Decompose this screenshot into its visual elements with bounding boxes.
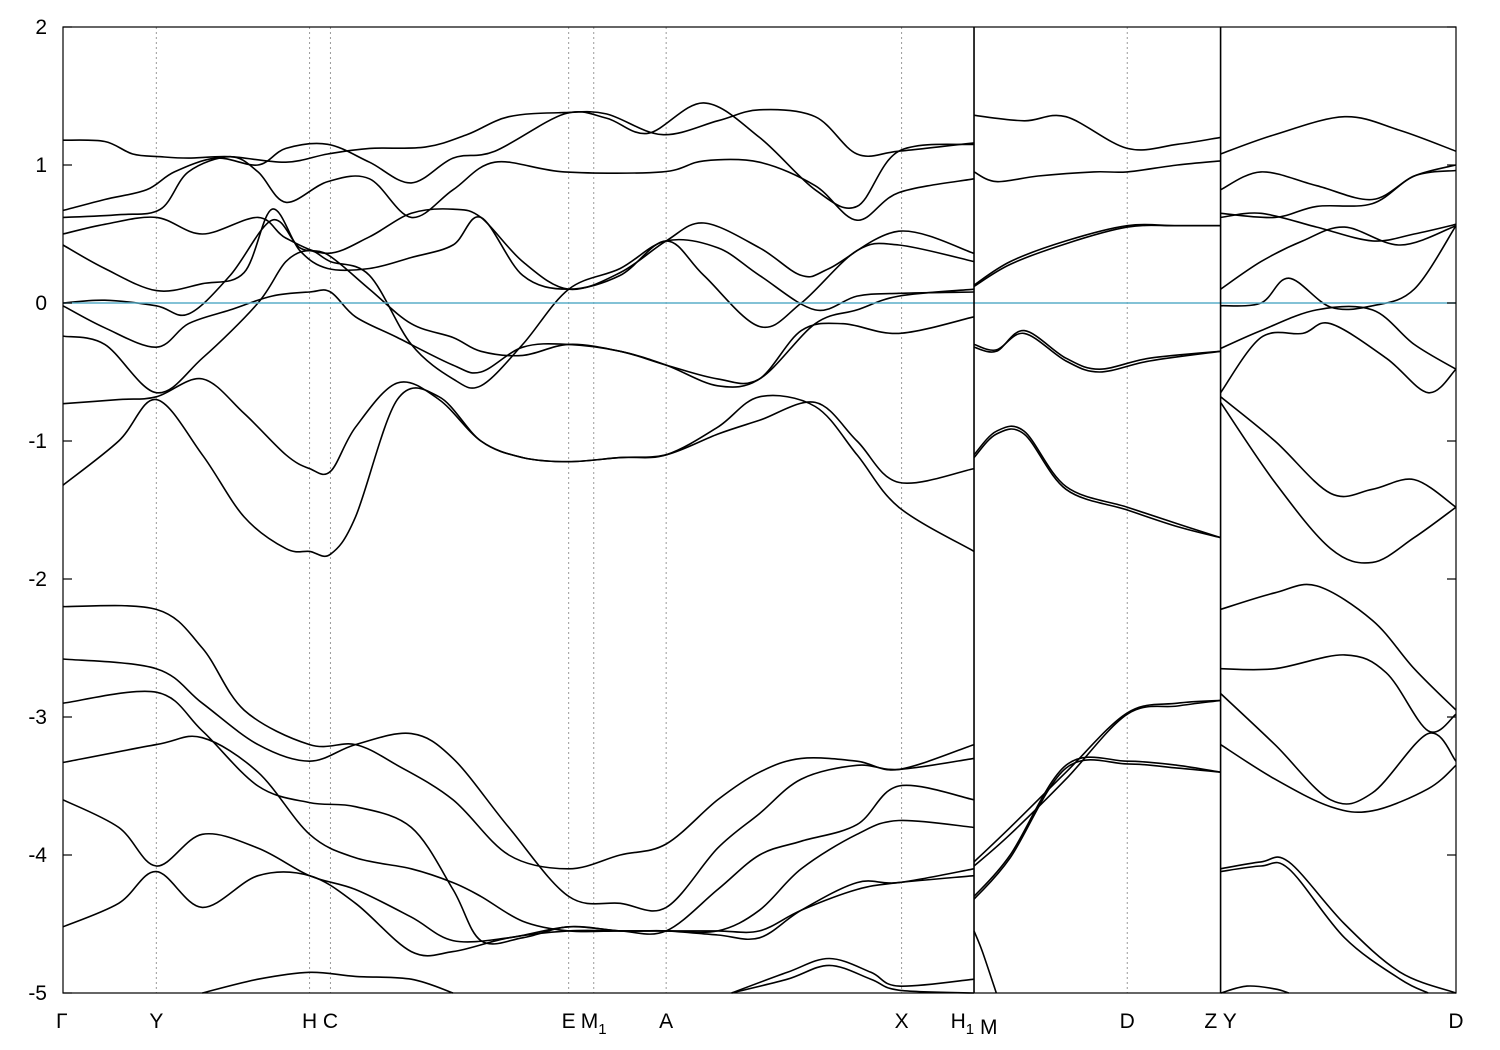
kpoint-label-5: M1 bbox=[581, 1010, 607, 1038]
band-line-4 bbox=[62, 208, 975, 329]
band-line-29 bbox=[973, 756, 1221, 897]
band-line-6 bbox=[62, 288, 975, 385]
band-line-24 bbox=[973, 332, 1221, 373]
band-line-0 bbox=[62, 108, 975, 164]
band-line-7 bbox=[62, 238, 975, 394]
band-line-19 bbox=[973, 114, 1221, 151]
band-line-38 bbox=[1220, 305, 1457, 370]
band-line-28 bbox=[973, 699, 1221, 867]
band-line-15 bbox=[62, 870, 975, 957]
y-axis-ticks: 2 1 0 -1 -2 -3 -4 -5 bbox=[28, 16, 1456, 1005]
band-line-37 bbox=[1220, 225, 1457, 311]
band-line-33 bbox=[1220, 164, 1457, 201]
band-line-32 bbox=[1220, 115, 1457, 155]
kpoint-label-2: H bbox=[302, 1010, 317, 1033]
band-line-26 bbox=[973, 425, 1221, 539]
band-line-30 bbox=[973, 759, 1221, 900]
kpoint-label-3: C bbox=[323, 1010, 338, 1033]
kpoint-label-6: A bbox=[659, 1010, 673, 1033]
band-line-34 bbox=[1220, 169, 1457, 219]
band-line-35 bbox=[1220, 212, 1457, 242]
band-lines bbox=[62, 102, 1457, 994]
kpoint-label-4: E bbox=[562, 1010, 576, 1033]
band-line-36 bbox=[1220, 224, 1457, 290]
band-line-40 bbox=[1220, 396, 1457, 508]
kpoint-label-0: Γ bbox=[56, 1010, 68, 1033]
band-line-39 bbox=[1219, 322, 1457, 394]
y-tick-label: -3 bbox=[28, 706, 47, 729]
kpoint-label-9: D bbox=[1120, 1010, 1135, 1033]
band-line-48 bbox=[1220, 985, 1290, 994]
band-line-5 bbox=[62, 219, 975, 388]
band-line-27 bbox=[973, 699, 1221, 863]
band-line-13 bbox=[62, 735, 975, 934]
band-line-8 bbox=[62, 377, 975, 485]
y-tick-label: -4 bbox=[28, 844, 47, 867]
high-symmetry-gridlines bbox=[155, 27, 1128, 993]
band-line-44 bbox=[1220, 692, 1457, 805]
band-line-46 bbox=[1220, 856, 1457, 994]
y-tick-label: -2 bbox=[28, 568, 47, 591]
band-line-22 bbox=[973, 224, 1221, 288]
y-tick-label: -1 bbox=[28, 430, 47, 453]
band-line-3 bbox=[62, 208, 975, 291]
band-line-42 bbox=[1220, 583, 1457, 711]
band-line-45 bbox=[1220, 743, 1457, 814]
y-tick-label: 1 bbox=[35, 154, 47, 177]
band-line-14 bbox=[62, 799, 975, 943]
x-axis-kpoint-labels: Γ Y H C E M1 A X H1 M D Z Y D bbox=[56, 1010, 1464, 1039]
y-tick-label: 2 bbox=[35, 16, 47, 39]
band-line-10 bbox=[62, 604, 975, 870]
band-line-1 bbox=[62, 102, 975, 212]
plot-frame bbox=[62, 26, 1457, 994]
y-tick-label: -5 bbox=[28, 982, 47, 1005]
kpoint-label-7: X bbox=[895, 1010, 909, 1033]
kpoint-label-8: H1 M bbox=[951, 1010, 998, 1039]
band-line-47 bbox=[1220, 861, 1429, 994]
band-line-9 bbox=[62, 387, 975, 558]
band-line-2 bbox=[62, 155, 975, 222]
band-line-25 bbox=[973, 428, 1221, 539]
band-line-12 bbox=[62, 690, 975, 945]
band-line-23 bbox=[973, 329, 1221, 370]
band-line-31 bbox=[973, 930, 998, 994]
band-line-20 bbox=[973, 160, 1221, 183]
kpoint-label-10: Z Y bbox=[1204, 1010, 1236, 1033]
band-line-43 bbox=[1220, 654, 1457, 733]
band-line-16 bbox=[202, 971, 454, 994]
band-line-18 bbox=[731, 964, 975, 994]
kpoint-label-11: D bbox=[1448, 1010, 1463, 1033]
kpoint-label-1: Y bbox=[149, 1010, 163, 1033]
y-tick-label: 0 bbox=[35, 292, 47, 315]
band-line-41 bbox=[1219, 401, 1457, 564]
band-line-11 bbox=[62, 658, 975, 912]
segment-borders bbox=[973, 27, 1222, 993]
band-line-17 bbox=[731, 957, 975, 994]
